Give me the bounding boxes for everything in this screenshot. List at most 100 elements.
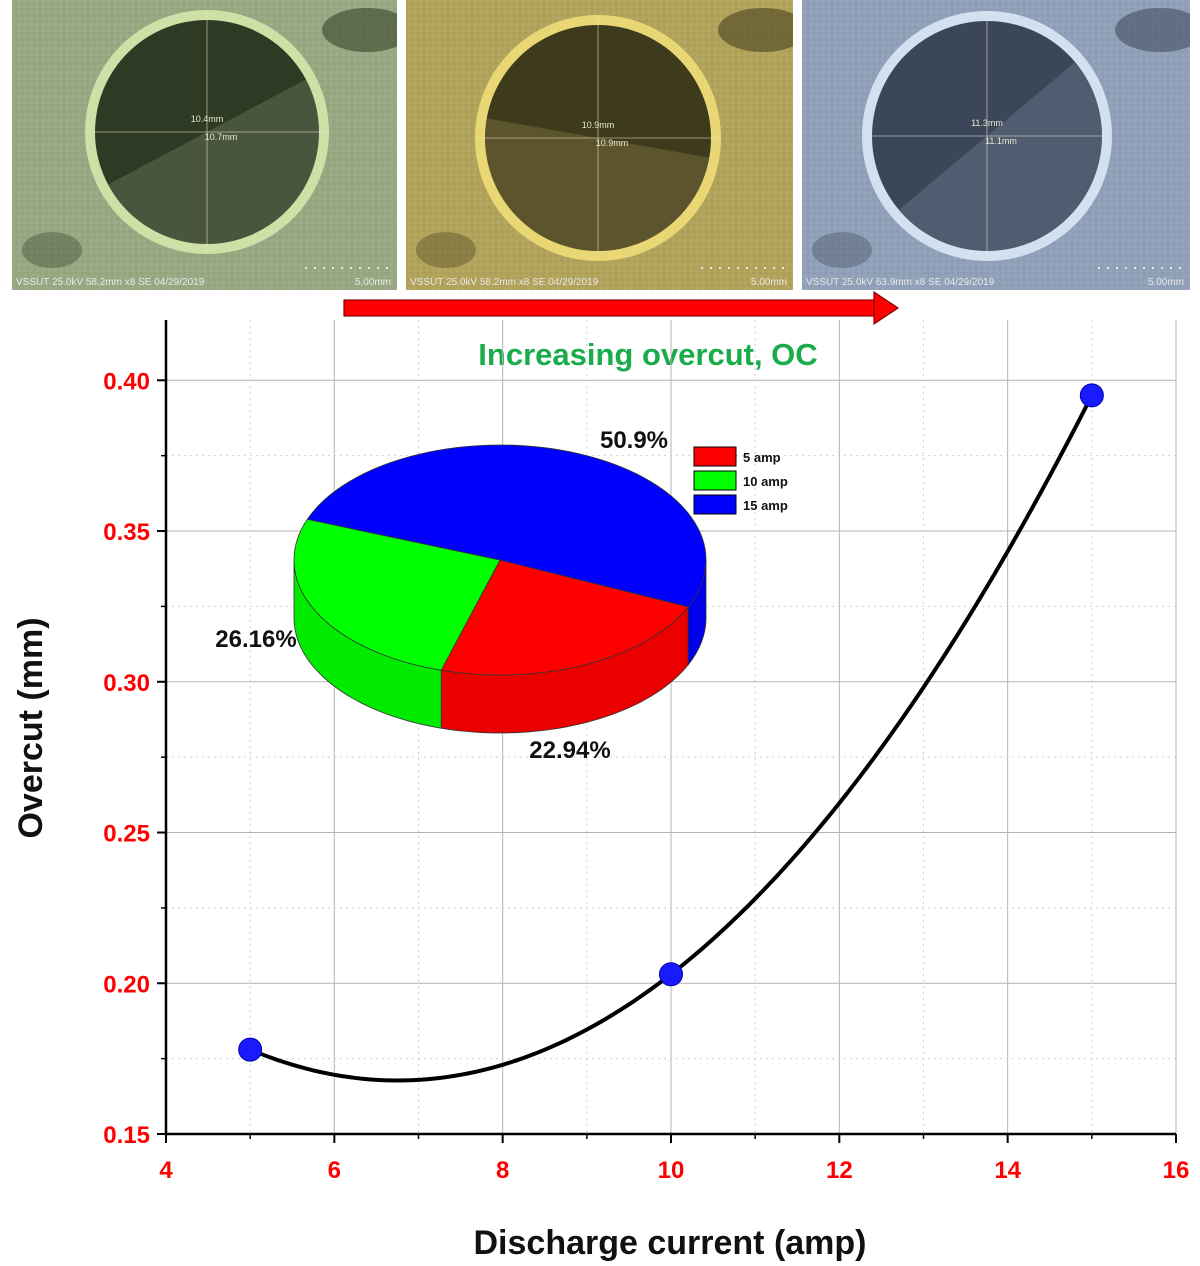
x-tick-label: 16 [1163,1157,1190,1184]
annotation-text: Increasing overcut, OC [478,337,817,372]
data-point [1079,383,1104,408]
scale-bar-dot [1179,267,1181,269]
scale-bar-dot [701,267,703,269]
scale-bar-dot [782,267,784,269]
micrograph-blob [812,232,872,268]
legend-swatch [693,470,737,491]
scale-bar-dot [737,267,739,269]
plot-grid [166,320,1177,1134]
scale-bar-dot [719,267,721,269]
scale-bar-dot [755,267,757,269]
sem-info-text: VSSUT 25.0kV 58.2mm x8 SE 04/29/2019 [16,277,205,288]
y-tick-label: 0.25 [103,821,150,848]
y-tick-label: 0.20 [103,971,150,998]
legend-swatch [693,494,737,515]
scale-bar-dot [1125,267,1127,269]
micrograph-image: 10.9mm 10.9mm VSSUT 25.0kV 58.2mm x8 SE 04… [406,0,793,290]
micrograph-10amp: 10.9mm 10.9mm VSSUT 25.0kV 58.2mm x8 SE 04… [406,0,793,290]
pie-value-label: 22.94% [529,737,610,764]
data-point [238,1037,263,1062]
micrograph-5amp: 10.4mm 10.7mm VSSUT 25.0kV 58.2mm x8 SE 04… [12,0,397,290]
x-tick-label: 4 [159,1157,173,1184]
scale-bar-dot [1098,267,1100,269]
hole-shading [872,21,1102,251]
x-tick-label: 8 [496,1157,509,1184]
dimension-vertical: 10.4mm [191,114,224,124]
legend-label: 10 amp [743,474,788,489]
dimension-horizontal: 11.1mm [985,136,1017,146]
scale-bar-dot [1170,267,1172,269]
scale-bar-dot [1116,267,1118,269]
hole-shading [485,103,711,251]
x-tick-label: 12 [826,1157,853,1184]
scale-bar-label: 5.00mm [1148,277,1184,288]
pie-slice-5-amp [440,559,689,676]
micrograph-blob [322,8,397,52]
hole-shade [485,103,711,251]
dimension-horizontal: 10.7mm [205,132,238,142]
y-axis-title: Overcut (mm) [12,617,50,838]
legend-label: 5 amp [743,450,781,465]
scale-bar-dot [386,267,388,269]
scale-bar-dot [773,267,775,269]
x-tick-label: 6 [328,1157,341,1184]
y-tick-label: 0.30 [103,670,150,697]
scale-bar-dot [728,267,730,269]
scale-bar-dot [341,267,343,269]
micrograph-blob [718,8,793,52]
scale-bar-dot [746,267,748,269]
pie-slice-15-amp [306,444,707,608]
arrow-head [873,290,900,326]
legend-swatch [693,446,737,467]
dimension-horizontal: 10.9mm [596,138,629,148]
scale-bar-dot [350,267,352,269]
pie-value-label: 50.9% [600,427,668,454]
scale-bar-dot [1134,267,1136,269]
dimension-vertical: 10.9mm [582,120,615,130]
axis-ticks: 4 6 8 10 12 14 16 0.15 0.20 0.25 0.30 0.35 0.40 [103,368,1189,1184]
scale-bar-dot [359,267,361,269]
scale-bar-dot [305,267,307,269]
dimension-vertical: 11.3mm [971,118,1003,128]
scale-bar-dot [1143,267,1145,269]
pie-legend: 5 amp 10 amp 15 amp [693,446,788,515]
scale-bar-dot [1107,267,1109,269]
scale-bar-dot [368,267,370,269]
hole-shade [872,21,1102,251]
y-tick-label: 0.35 [103,519,150,546]
scale-bar-dot [323,267,325,269]
sem-info-text: VSSUT 25.0kV 58.2mm x8 SE 04/29/2019 [410,277,599,288]
scale-bar-dot [332,267,334,269]
pie-inset: 22.94% 26.16% 50.9% [215,427,707,764]
scale-bar-dot [1161,267,1163,269]
micrograph-image: 11.3mm 11.1mm VSSUT 25.0kV 63.9mm x8 SE 04… [802,0,1190,290]
micrograph-row: 10.4mm 10.7mm VSSUT 25.0kV 58.2mm x8 SE 04… [12,0,1190,290]
micrograph-15amp: 11.3mm 11.1mm VSSUT 25.0kV 63.9mm x8 SE 04… [802,0,1190,290]
scale-bar-label: 5.00mm [751,277,787,288]
y-tick-label: 0.15 [103,1122,150,1149]
legend-label: 15 amp [743,498,788,513]
x-axis-title: Discharge current (amp) [474,1224,867,1262]
hole-shading [95,38,319,244]
arrow-shaft [343,299,875,317]
micrograph-image: 10.4mm 10.7mm VSSUT 25.0kV 58.2mm x8 SE 04… [12,0,397,290]
sem-info-text: VSSUT 25.0kV 63.9mm x8 SE 04/29/2019 [806,277,995,288]
x-tick-label: 10 [658,1157,685,1184]
micrograph-blob [22,232,82,268]
pie-value-label: 26.16% [215,626,296,653]
scale-bar-dot [1152,267,1154,269]
y-tick-label: 0.40 [103,368,150,395]
micrograph-blob [416,232,476,268]
scale-bar-dot [710,267,712,269]
data-point [659,962,683,987]
data-markers [238,383,1104,1062]
pie-slice-10-amp [293,518,501,671]
scale-bar-dot [377,267,379,269]
hole-shade [95,38,319,244]
micrograph-blob [1115,8,1190,52]
scale-bar-dot [314,267,316,269]
scale-bar-label: 5.00mm [355,277,391,288]
x-tick-label: 14 [994,1157,1021,1184]
scale-bar-dot [764,267,766,269]
